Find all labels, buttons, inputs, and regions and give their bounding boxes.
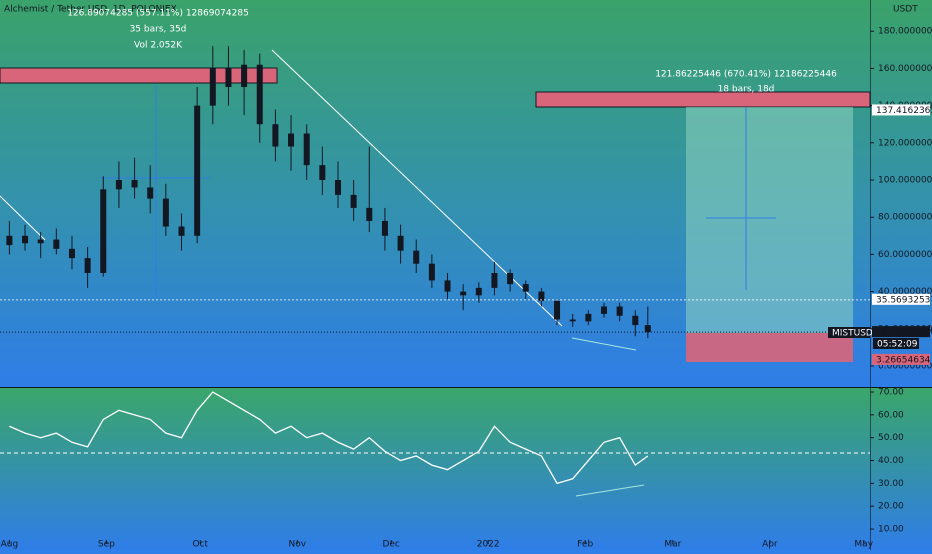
- price-label: 3.26654634: [876, 355, 931, 365]
- y-tick-label: 80.00000000: [878, 213, 932, 223]
- candle-body: [6, 235, 13, 246]
- x-tick-label: Feb: [577, 540, 593, 550]
- candle-body: [209, 68, 216, 106]
- candle-body: [241, 64, 248, 88]
- x-tick-label: Dec: [382, 540, 399, 550]
- y-tick-label: 60.00000000: [878, 250, 932, 260]
- x-tick-label: Oct: [193, 540, 209, 550]
- y-tick-label: 100.00000000: [878, 176, 932, 186]
- candle-body: [256, 64, 263, 125]
- trend-line: [0, 195, 46, 241]
- y-tick-label: 160.00000000: [878, 64, 932, 74]
- candle-body: [428, 263, 435, 281]
- candle-body: [131, 180, 138, 188]
- candle-body: [507, 273, 514, 285]
- candle-body: [225, 68, 232, 88]
- x-tick-label: Sep: [98, 540, 115, 550]
- price-label: 18.20000000: [876, 328, 932, 338]
- candle-body: [585, 313, 592, 322]
- candle-body: [538, 291, 545, 301]
- y-tick-label: 10.00: [878, 525, 904, 535]
- candle-body: [600, 306, 607, 314]
- rsi-panel: [0, 388, 932, 550]
- symbol: MISTUSDT: [832, 329, 879, 339]
- candle-body: [644, 325, 651, 333]
- x-tick-label: Apr: [762, 540, 778, 550]
- y-tick-label: 70.00: [878, 388, 904, 398]
- candle-body: [350, 194, 357, 208]
- candle-body: [413, 250, 420, 264]
- annotation: 121.86225446 (670.41%) 12186225446: [655, 70, 837, 80]
- countdown-badge: [873, 338, 919, 349]
- price-badge: [872, 353, 930, 365]
- annotation: 35 bars, 35d: [130, 25, 187, 35]
- candle-body: [68, 248, 75, 259]
- y-tick-label: 40.00000000: [878, 287, 932, 297]
- trend-line: [271, 49, 563, 327]
- y-tick-label: 0.00000000: [878, 361, 932, 371]
- candle-body: [37, 239, 44, 244]
- price-badge: [872, 326, 930, 338]
- candle-body: [569, 319, 576, 322]
- annotation: 126.89074285 (557.11%) 12869074285: [67, 9, 249, 19]
- x-tick-label: Mar: [664, 540, 681, 550]
- candle-body: [147, 187, 154, 199]
- candle-body: [381, 220, 388, 236]
- price-label: 35.56932537: [876, 295, 932, 305]
- chart-title: Alchemist / Tether USD, 1D, POLONIEX: [4, 5, 177, 15]
- supply-zone: [0, 67, 278, 84]
- candle-body: [334, 180, 341, 195]
- price-badge: [872, 293, 930, 305]
- candle-body: [22, 235, 29, 244]
- candle-body: [632, 315, 639, 326]
- y-tick-label: 60.00: [878, 410, 904, 420]
- candle-body: [397, 235, 404, 251]
- x-tick-label: May: [854, 540, 873, 550]
- candle-body: [491, 273, 498, 288]
- candle-body: [115, 180, 122, 190]
- candle-body: [554, 300, 561, 320]
- supply-zone: [535, 91, 871, 108]
- candle-body: [475, 287, 482, 296]
- x-tick-label: Nov: [289, 540, 307, 550]
- candle-body: [162, 198, 169, 227]
- candle-body: [366, 207, 373, 221]
- x-tick-label: Aug: [1, 540, 19, 550]
- divergence-arrow: [571, 337, 637, 351]
- candle-body: [194, 105, 201, 236]
- candle-body: [272, 124, 279, 147]
- candle-body: [100, 189, 107, 274]
- price-badge: [872, 104, 930, 116]
- countdown: 05:52:09: [877, 340, 918, 350]
- candle-body: [303, 133, 310, 166]
- x-tick-label: 2022: [477, 540, 500, 550]
- candle-body: [178, 226, 185, 236]
- y-tick-label: 120.00000000: [878, 138, 932, 148]
- price-label: 137.41623659: [876, 106, 932, 116]
- candle-body: [288, 133, 295, 147]
- candle-body: [616, 306, 623, 316]
- currency: USDT: [893, 5, 918, 15]
- loss-zone: [686, 333, 853, 362]
- annotation: Vol 2.052K: [134, 41, 183, 51]
- divergence-arrow: [575, 484, 645, 497]
- rsi-line: [9, 391, 649, 485]
- candle-body: [460, 291, 467, 296]
- y-tick-label: 50.00: [878, 433, 904, 443]
- candle-body: [84, 258, 91, 274]
- candle-body: [444, 280, 451, 292]
- y-tick-label: 20.00: [878, 502, 904, 512]
- candle-body: [319, 165, 326, 181]
- profit-zone: [686, 107, 853, 333]
- candle-body: [53, 239, 60, 249]
- y-tick-label: 40.00: [878, 456, 904, 466]
- y-tick-label: 180.00000000: [878, 27, 932, 37]
- candle-body: [522, 284, 529, 292]
- y-tick-label: 30.00: [878, 479, 904, 489]
- annotation: 18 bars, 18d: [718, 85, 775, 95]
